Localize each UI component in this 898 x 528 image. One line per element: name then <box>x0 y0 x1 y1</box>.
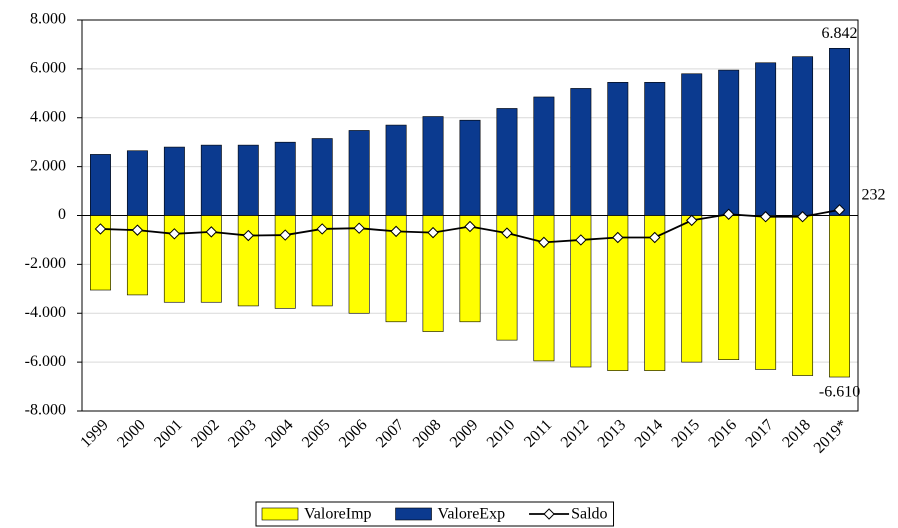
bar <box>90 154 111 216</box>
bar <box>200 144 222 216</box>
y-tick-label: 4.000 <box>30 108 66 125</box>
bar <box>237 215 259 307</box>
line-marker <box>612 231 624 244</box>
x-tick-label: 1999 <box>77 416 112 451</box>
line-marker <box>316 223 328 235</box>
y-tick-label: 0 <box>58 206 66 223</box>
legend-label: ValoreExp <box>438 506 506 523</box>
bar <box>755 62 777 216</box>
x-tick-label: 2004 <box>262 416 297 451</box>
bar <box>385 124 407 216</box>
x-tick-label: 2006 <box>336 416 371 451</box>
x-tick-label: 2016 <box>705 416 740 451</box>
bar <box>792 215 814 376</box>
line-marker <box>242 229 254 242</box>
bar <box>163 146 185 216</box>
bar <box>644 82 666 216</box>
bar <box>237 144 259 216</box>
y-tick-label: -8.000 <box>25 402 66 419</box>
bar <box>126 150 148 216</box>
x-tick-label: 2009 <box>447 416 482 451</box>
x-tick-label: 2001 <box>151 416 186 451</box>
y-tick-label: 8.000 <box>30 11 66 28</box>
bar <box>829 215 850 378</box>
line-marker <box>796 211 809 223</box>
line-marker <box>722 208 735 220</box>
x-tick-label: 2010 <box>484 416 519 451</box>
legend-swatch <box>395 507 432 521</box>
bar <box>681 73 703 216</box>
bar <box>681 215 703 363</box>
line-marker <box>464 220 476 233</box>
line-marker <box>205 226 218 238</box>
bar <box>829 47 850 216</box>
x-tick-label: 2012 <box>558 416 593 451</box>
x-tick-label: 2014 <box>632 416 667 451</box>
line-marker <box>390 225 402 238</box>
legend-label: ValoreImp <box>304 506 372 523</box>
y-tick-label: -6.000 <box>25 353 66 370</box>
bar <box>422 116 444 216</box>
bar <box>274 141 296 216</box>
line-marker <box>575 234 587 246</box>
legend-swatch <box>261 507 299 521</box>
x-tick-label: 2017 <box>742 416 777 451</box>
line-marker <box>686 214 698 227</box>
legend: ValoreImp ValoreExp Saldo <box>255 501 615 527</box>
y-tick-label: -2.000 <box>25 255 66 272</box>
x-tick-label: 2003 <box>225 416 260 451</box>
x-tick-label: 2005 <box>299 416 334 451</box>
bar <box>718 69 740 216</box>
line-marker <box>94 223 107 235</box>
x-tick-label: 2008 <box>410 416 445 451</box>
line-marker <box>759 211 772 223</box>
line-marker <box>353 222 365 234</box>
x-tick-label: 2018 <box>779 416 814 451</box>
x-tick-label: 2000 <box>114 416 149 451</box>
line-marker <box>833 204 846 216</box>
bar <box>459 119 481 216</box>
bar <box>570 88 592 216</box>
line-marker <box>427 226 439 239</box>
bar <box>792 56 814 216</box>
x-tick-label: 2007 <box>373 416 408 451</box>
line-marker <box>131 224 144 236</box>
x-tick-label: 2011 <box>521 416 555 450</box>
bar <box>607 82 629 216</box>
line-marker <box>501 227 513 239</box>
line-marker <box>168 228 181 240</box>
bar <box>755 215 777 370</box>
bar <box>718 215 740 360</box>
y-tick-label: 2.000 <box>30 157 66 174</box>
bar <box>348 130 370 216</box>
x-tick-label: 2015 <box>668 416 703 451</box>
y-tick-label: -4.000 <box>25 304 66 321</box>
bar <box>533 96 555 216</box>
data-label: 6.842 <box>822 25 858 42</box>
x-tick-label: 2019* <box>811 416 851 456</box>
y-tick-label: 6.000 <box>30 60 66 77</box>
line-marker <box>279 229 291 241</box>
legend-swatch <box>543 508 555 520</box>
line-marker <box>538 236 550 249</box>
line-marker <box>649 231 661 244</box>
bar <box>496 108 518 216</box>
data-label: 232 <box>862 187 886 204</box>
x-tick-label: 2002 <box>188 416 223 451</box>
bar <box>311 138 333 216</box>
x-tick-label: 2013 <box>595 416 630 451</box>
legend-label: Saldo <box>571 506 607 523</box>
data-label: -6.610 <box>819 384 860 401</box>
